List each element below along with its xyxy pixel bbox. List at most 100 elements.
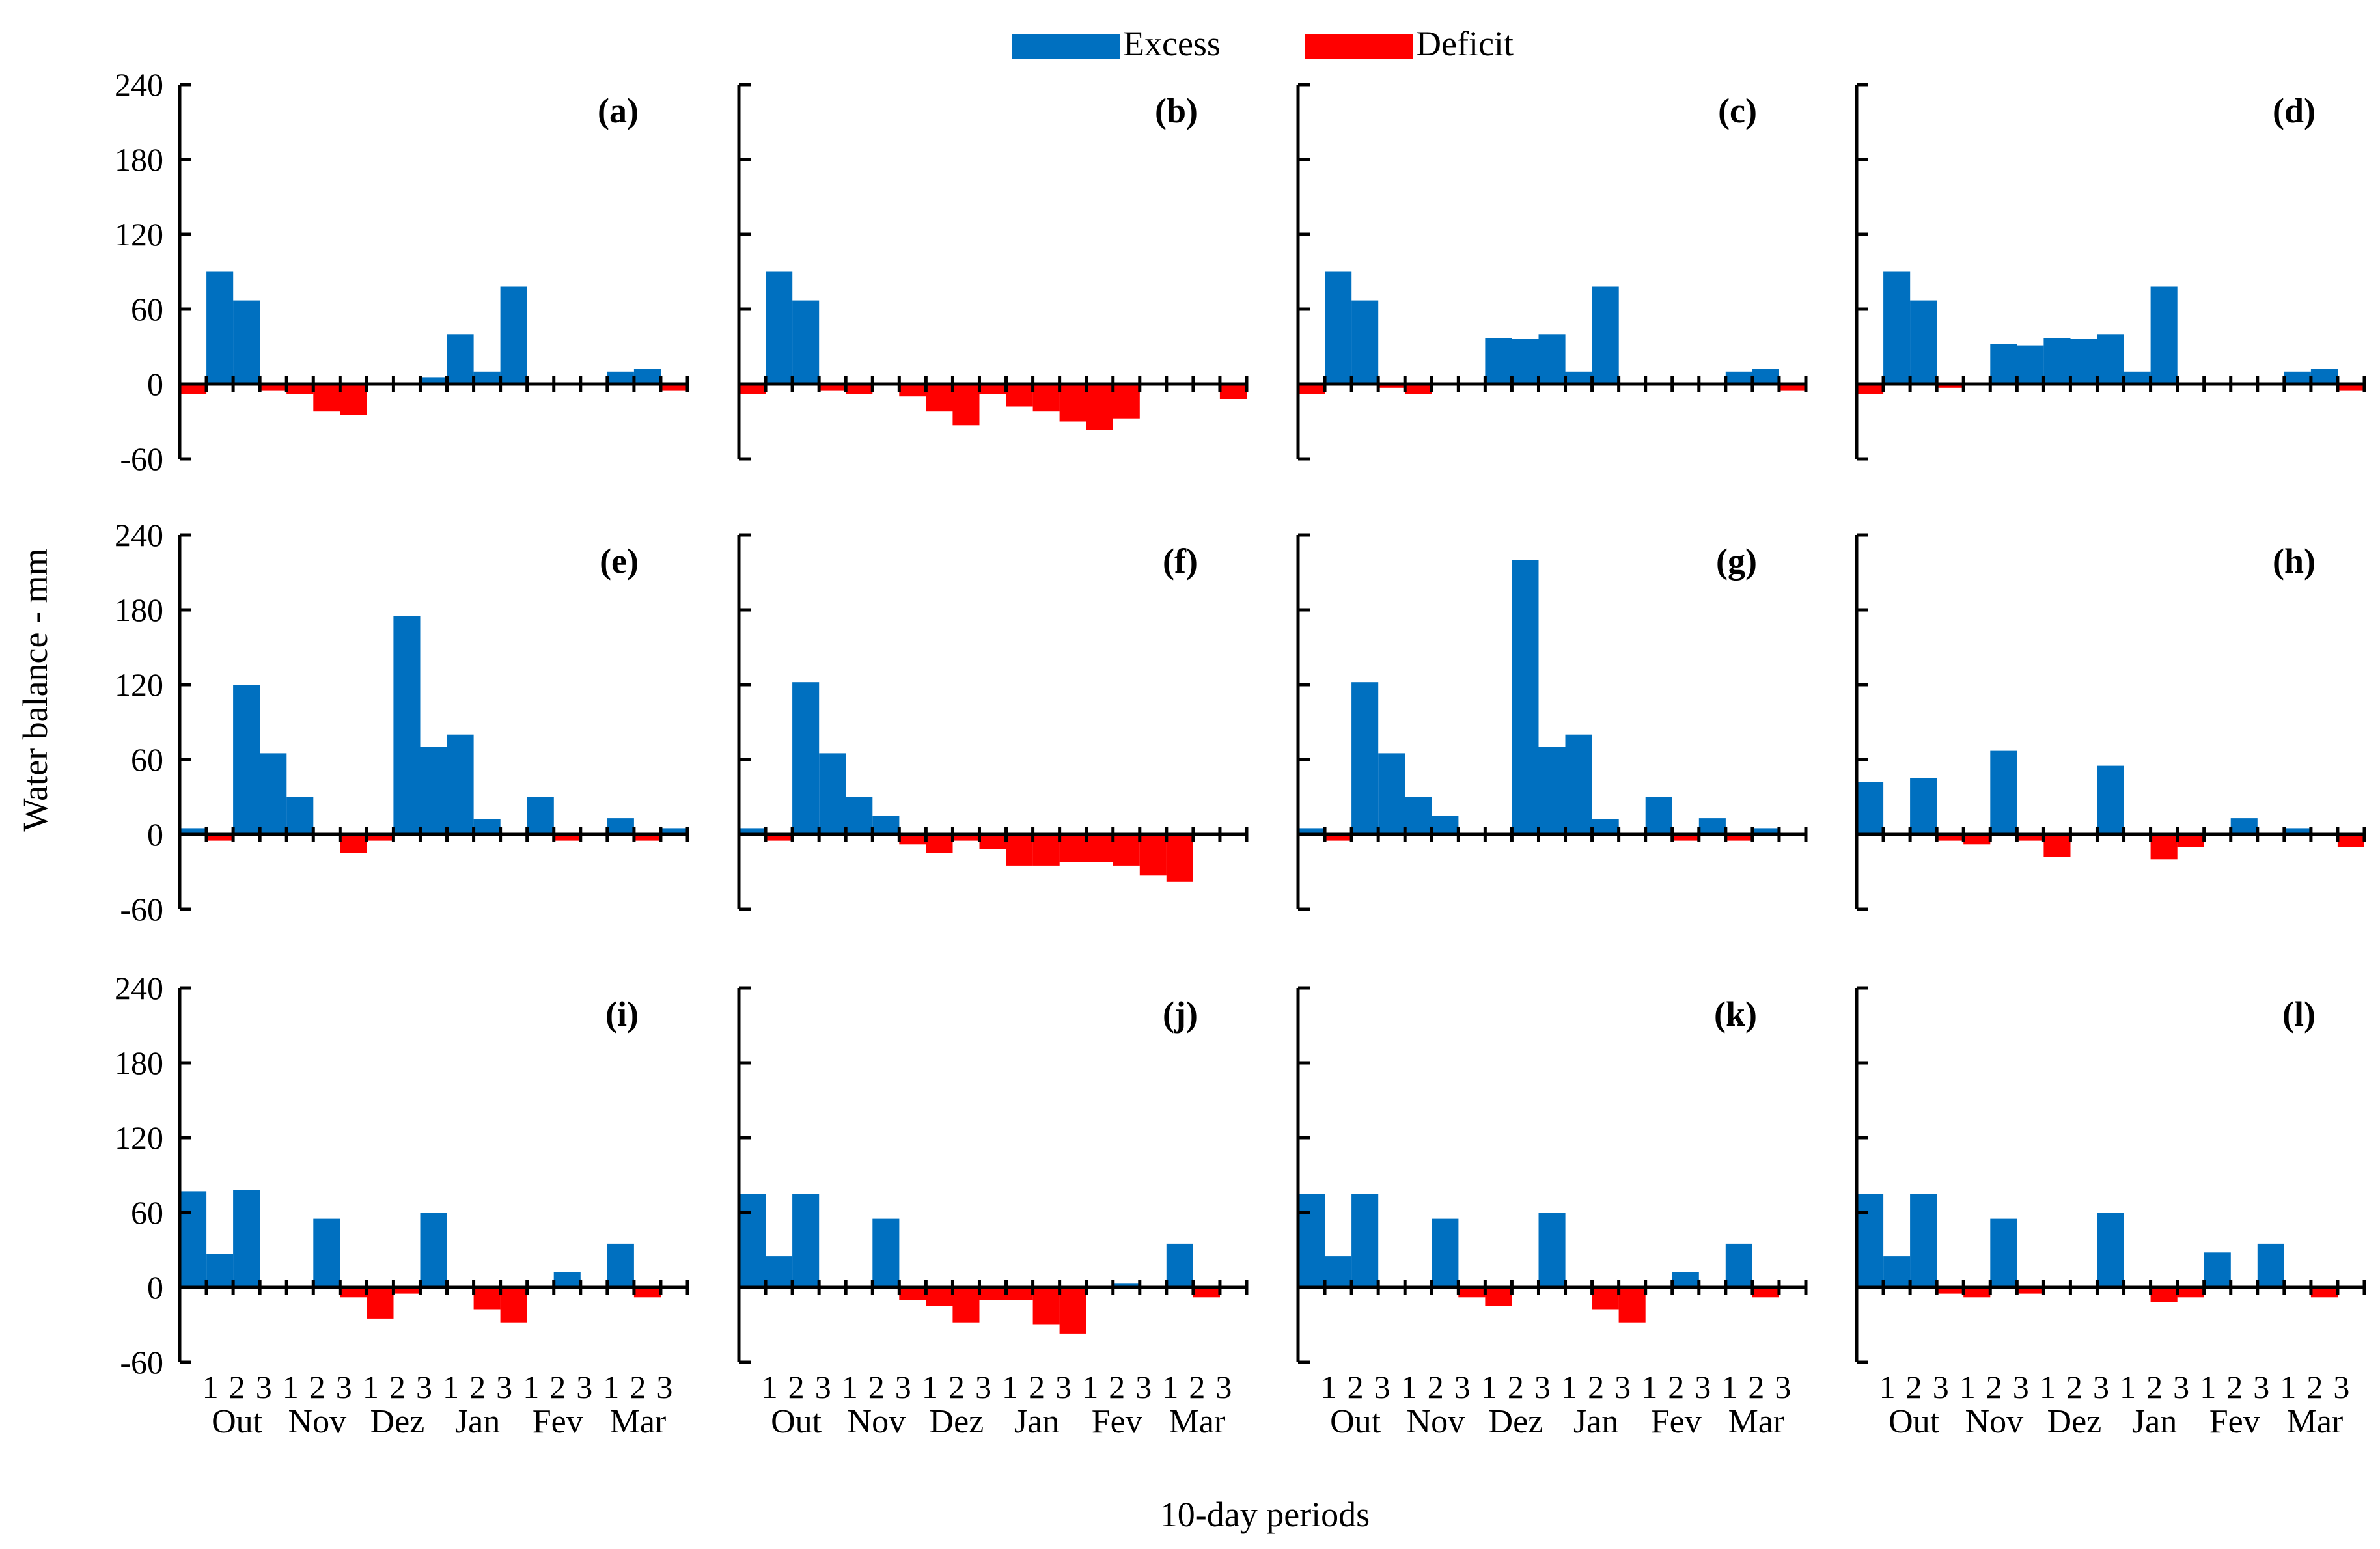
deficit-bar <box>1139 834 1167 876</box>
excess-bar <box>1752 369 1779 384</box>
panel-c: (c) <box>1296 83 1808 461</box>
excess-bar <box>819 753 846 834</box>
excess-bar <box>766 271 793 384</box>
deficit-bar <box>1963 834 1991 845</box>
period-label: 1 <box>1721 1369 1737 1405</box>
period-label: 2 <box>1668 1369 1684 1405</box>
deficit-bar <box>1059 834 1086 862</box>
panel-label: (e) <box>600 541 639 581</box>
excess-bar <box>180 1191 207 1287</box>
deficit-bar <box>367 1287 394 1319</box>
excess-bar <box>872 816 900 835</box>
excess-bar <box>2070 339 2097 384</box>
excess-bar <box>1538 747 1566 834</box>
period-label: 2 <box>1906 1369 1922 1405</box>
month-label: Dez <box>930 1403 984 1440</box>
excess-bar <box>1883 1256 1911 1287</box>
period-label: 2 <box>2066 1369 2082 1405</box>
y-tick-label: 0 <box>147 366 163 402</box>
period-label: 3 <box>576 1369 592 1405</box>
excess-bar <box>1672 1272 1699 1287</box>
excess-bar <box>1592 286 1619 384</box>
period-label: 2 <box>389 1369 406 1405</box>
excess-bar <box>286 797 314 834</box>
period-label: 1 <box>1481 1369 1497 1405</box>
excess-bar <box>1432 1218 1459 1287</box>
period-label: 1 <box>1321 1369 1337 1405</box>
deficit-bar <box>2150 834 2178 860</box>
period-label: 1 <box>603 1369 619 1405</box>
panel-label: (d) <box>2273 91 2316 130</box>
deficit-bar <box>2177 1287 2204 1298</box>
period-label: 1 <box>2200 1369 2216 1405</box>
excess-bar <box>1351 1194 1379 1288</box>
period-label: 2 <box>788 1369 805 1405</box>
excess-bar <box>233 1190 260 1287</box>
period-label: 3 <box>2333 1369 2349 1405</box>
deficit-bar <box>500 1287 527 1323</box>
deficit-bar <box>1006 834 1033 866</box>
deficit-bar <box>926 1287 953 1306</box>
period-label: 3 <box>2013 1369 2029 1405</box>
panel-label: (a) <box>598 91 639 130</box>
excess-bar <box>1512 560 1539 834</box>
excess-bar <box>1538 334 1566 384</box>
period-label: 2 <box>549 1369 566 1405</box>
month-label: Nov <box>848 1403 906 1440</box>
excess-bar <box>233 685 260 834</box>
period-label: 2 <box>1508 1369 1524 1405</box>
deficit-bar <box>340 1287 367 1298</box>
period-label: 2 <box>1428 1369 1444 1405</box>
period-label: 3 <box>975 1369 991 1405</box>
month-label: Fev <box>2209 1403 2260 1440</box>
excess-bar <box>1351 682 1379 834</box>
period-label: 3 <box>1215 1369 1232 1405</box>
y-tick-label: -60 <box>120 441 163 477</box>
deficit-bar <box>1405 384 1432 394</box>
period-label: 1 <box>1959 1369 1976 1405</box>
month-label: Fev <box>1092 1403 1142 1440</box>
excess-bar <box>2284 371 2311 384</box>
y-tick-label: 60 <box>131 741 163 778</box>
period-label: 1 <box>443 1369 459 1405</box>
excess-bar <box>739 1194 766 1288</box>
excess-bar <box>206 1254 234 1288</box>
deficit-bar <box>660 384 687 391</box>
deficit-bar <box>1963 1287 1991 1298</box>
excess-bar <box>2150 286 2178 384</box>
month-label: Fev <box>1651 1403 1702 1440</box>
month-label: Jan <box>455 1403 500 1440</box>
x-axis-title: 10-day periods <box>1160 1495 1370 1534</box>
deficit-bar <box>633 834 661 841</box>
panel-h: (h) <box>1855 533 2366 911</box>
legend-deficit-swatch <box>1305 34 1413 59</box>
month-label: Out <box>1889 1403 1940 1440</box>
period-label: 1 <box>2120 1369 2136 1405</box>
period-label: 1 <box>283 1369 299 1405</box>
deficit-bar <box>1113 834 1140 866</box>
deficit-bar <box>1006 384 1033 407</box>
deficit-bar <box>1086 384 1113 430</box>
period-label: 2 <box>1189 1369 1205 1405</box>
period-label: 3 <box>2093 1369 2109 1405</box>
period-label: 2 <box>948 1369 965 1405</box>
excess-bar <box>1990 344 2017 384</box>
deficit-bar <box>2337 384 2364 391</box>
period-label: 3 <box>1695 1369 1711 1405</box>
period-label: 3 <box>496 1369 512 1405</box>
month-label: Out <box>1330 1403 1381 1440</box>
legend-excess-label: Excess <box>1123 24 1221 63</box>
excess-bar <box>473 819 501 834</box>
y-tick-label: 180 <box>115 1045 163 1081</box>
deficit-bar <box>2177 834 2204 847</box>
deficit-bar <box>979 384 1006 394</box>
period-label: 3 <box>416 1369 432 1405</box>
excess-bar <box>1990 1218 2017 1287</box>
period-label: 1 <box>2040 1369 2056 1405</box>
excess-bar <box>1538 1213 1566 1287</box>
excess-bar <box>1725 371 1752 384</box>
period-label: 1 <box>363 1369 379 1405</box>
excess-bar <box>1351 300 1379 384</box>
